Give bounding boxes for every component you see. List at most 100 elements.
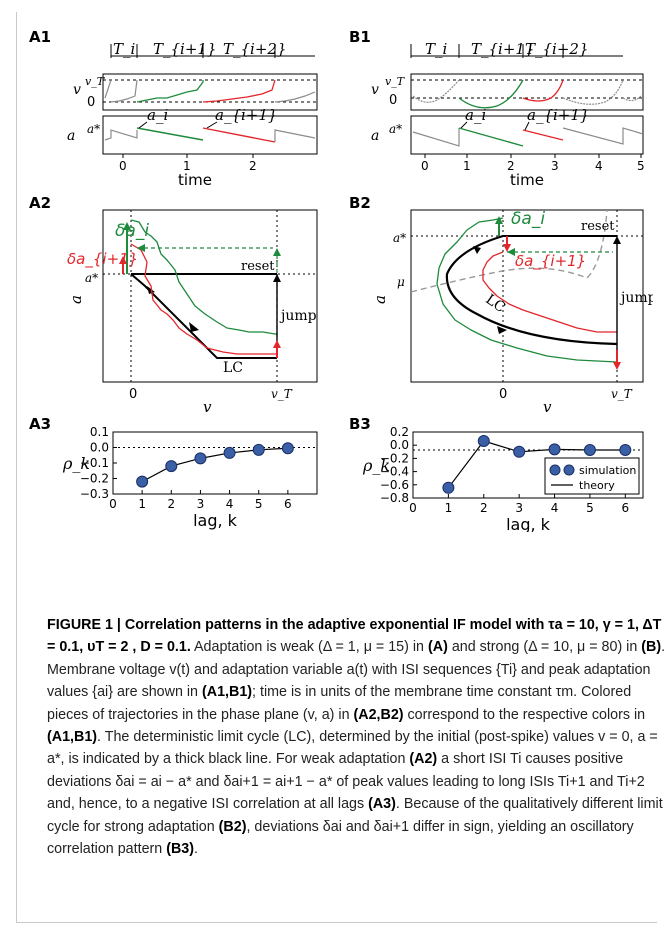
- simulation-point: [281, 442, 294, 455]
- a1-xlabel: time: [178, 171, 212, 186]
- x-tick-label: 3: [515, 501, 523, 515]
- legend-box: [544, 457, 640, 495]
- simulation-point: [194, 452, 207, 465]
- b1-xtick-0: 0: [421, 159, 429, 173]
- caption-body: . Because of the qualitatively different…: [47, 796, 663, 835]
- a2-xlabel: v: [203, 398, 212, 412]
- astar-label: a*: [87, 122, 100, 136]
- legend-marker: [563, 464, 575, 476]
- reset-label: reset: [241, 259, 275, 274]
- vt-label: v_T: [85, 75, 106, 88]
- a1-xtick-2: 2: [249, 159, 257, 173]
- panel-a3-correlation-chart: 0.1 0.0−0.1 −0.2−0.30 1 2 3 4 5 6 ρ_k lag, k: [62, 425, 318, 530]
- x-tick-label: 2: [167, 497, 175, 511]
- caption-body: a short ISI Ti causes positive deviation…: [47, 751, 645, 813]
- b2-xvt: v_T: [611, 387, 633, 401]
- b2-astar-label: a*: [393, 231, 406, 245]
- isi-label-ti1: T_{i+1}: [471, 40, 535, 58]
- isi-label-ti1: T_{i+1}: [153, 40, 217, 58]
- caption-body: ; time is in units of the membrane time …: [47, 684, 632, 723]
- jump-label: jump: [279, 308, 317, 324]
- x-tick-label: 5: [255, 497, 263, 511]
- zero-label: 0: [389, 93, 397, 108]
- b1-xtick-2: 2: [507, 159, 515, 173]
- simulation-point: [223, 446, 236, 459]
- ai1-label: a_{i+1}: [527, 106, 589, 124]
- x-tick-label: 0: [409, 501, 417, 515]
- legend-simulation-label: simulation: [579, 464, 636, 477]
- delta-ai-label: δa_i: [511, 209, 545, 229]
- x-tick-label: 5: [586, 501, 594, 515]
- panel-label-a1: A1: [29, 28, 52, 46]
- x-axis-label: lag, k: [193, 511, 238, 530]
- panel-a2-phase-plane: δa_i δa_{i+1} a* reset jump LC a 0 v_T v: [67, 209, 318, 412]
- simulation-point: [513, 445, 526, 458]
- b2-xlabel: v: [543, 398, 552, 412]
- simulation-point: [548, 443, 561, 456]
- x-tick-label: 4: [551, 501, 559, 515]
- caption-body: .: [194, 841, 199, 858]
- a2-astar-label: a*: [85, 271, 98, 285]
- lc-label: LC: [223, 360, 243, 376]
- simulation-point: [136, 475, 149, 488]
- delta-ai1-label: δa_{i+1}: [67, 250, 138, 269]
- panel-b3-correlation-chart: 0.20.0−0.2−0.4−0.6−0.80 1 2 3 4 5 6 ρ_k lag, k si…: [362, 425, 644, 532]
- y-tick-label: −0.2: [380, 451, 409, 465]
- caption-ref: (A3): [368, 796, 396, 813]
- simulation-point: [252, 443, 265, 456]
- v-axis-label: v: [73, 82, 81, 98]
- panel-label-b3: B3: [349, 415, 371, 433]
- b2-ylabel: a: [371, 295, 389, 304]
- y-axis-label: ρ_k: [62, 454, 90, 473]
- simulation-point: [165, 460, 178, 473]
- y-tick-label: −0.1: [80, 456, 109, 470]
- caption-ref: (A2): [409, 751, 438, 768]
- isi-label-ti: T_i: [425, 40, 448, 58]
- caption-body: . The deterministic limit cycle (LC), de…: [47, 729, 658, 768]
- vt-label: v_T: [385, 75, 406, 88]
- v-axis-label: v: [371, 82, 379, 98]
- panel-label-a3: A3: [29, 415, 52, 433]
- y-tick-label: −0.2: [80, 472, 109, 486]
- panel-label-b1: B1: [349, 28, 371, 46]
- x-tick-label: 1: [445, 501, 453, 515]
- panel-label-b2: B2: [349, 194, 371, 212]
- a1-xtick-0: 0: [119, 159, 127, 173]
- b1-xtick-5: 5: [637, 159, 645, 173]
- y-tick-label: −0.3: [80, 487, 109, 501]
- delta-ai-label: δa_i: [115, 221, 149, 241]
- y-axis-label: ρ_k: [362, 456, 390, 475]
- caption-title: FIGURE 1 | Correlation patterns in the a…: [47, 617, 662, 656]
- caption-ref: (A1,B1): [47, 729, 98, 746]
- theory-line: [141, 447, 288, 483]
- isi-label-ti2: T_{i+2}: [223, 40, 287, 58]
- y-tick-label: 0.0: [390, 438, 409, 452]
- a-axis-label: a: [371, 128, 379, 144]
- reset-label: reset: [581, 219, 615, 234]
- b1-xtick-1: 1: [463, 159, 471, 173]
- simulation-point: [477, 435, 490, 447]
- x-tick-label: 6: [621, 501, 629, 515]
- caption-ref: (A2,B2): [353, 706, 404, 723]
- caption-ref: (B): [641, 639, 662, 656]
- ai1-label: a_{i+1}: [215, 106, 277, 124]
- simulation-point: [583, 444, 596, 456]
- y-tick-label: −0.8: [380, 491, 409, 505]
- x-tick-label: 0: [109, 497, 117, 511]
- panel-a1-timeseries: T_i T_{i+1} T_{i+2} v v_T 0 a a* a_i a_{…: [67, 40, 318, 186]
- y-tick-label: 0.0: [90, 441, 109, 455]
- simulation-point: [442, 481, 455, 494]
- figure-frame: A1 B1 A2 B2 A3 B3 T_i T_{i+1} T_{i+2} v …: [16, 12, 665, 923]
- caption-body: Adaptation is weak (Δ = 1, μ = 15) in: [190, 639, 428, 656]
- jump-label: jump: [619, 290, 653, 306]
- mu-label: μ: [397, 275, 405, 289]
- caption-body: . Membrane voltage v(t) and adaptation v…: [47, 639, 666, 701]
- b1-xlabel: time: [510, 171, 544, 186]
- a2-ylabel: a: [67, 295, 85, 304]
- x-tick-label: 1: [138, 497, 146, 511]
- legend-theory-label: theory: [579, 479, 615, 492]
- panel-b2-phase-plane: δa_i δa_{i+1} a* μ reset jump LC a 0 v_T…: [371, 209, 653, 412]
- b1-xtick-3: 3: [551, 159, 559, 173]
- a2-x0: 0: [129, 387, 137, 402]
- ai-label: a_i: [147, 106, 168, 124]
